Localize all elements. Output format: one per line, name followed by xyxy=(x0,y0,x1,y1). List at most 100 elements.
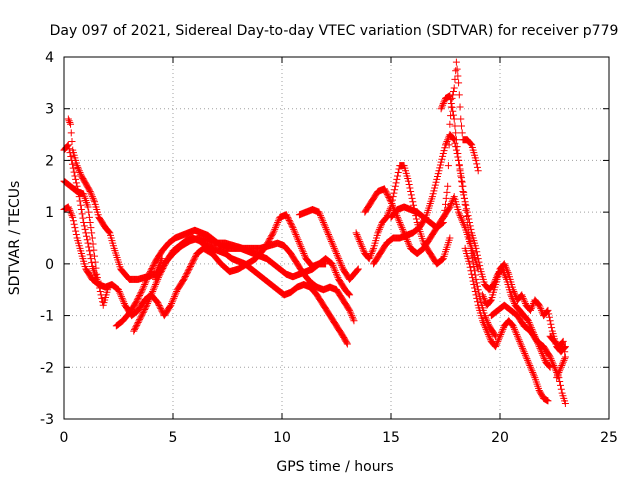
data-point xyxy=(298,246,306,254)
data-point xyxy=(75,167,83,175)
data-point xyxy=(86,251,94,259)
data-point xyxy=(147,291,155,299)
data-point xyxy=(556,381,564,389)
data-point xyxy=(446,120,454,128)
data-point xyxy=(520,296,528,304)
data-point xyxy=(492,343,500,351)
data-point xyxy=(287,221,295,229)
data-point xyxy=(144,300,152,308)
data-point xyxy=(461,198,469,206)
data-point xyxy=(455,162,463,170)
series-track-12 xyxy=(387,58,482,232)
data-point xyxy=(553,372,561,380)
data-point xyxy=(183,270,191,278)
data-point xyxy=(65,117,73,125)
series-track-13 xyxy=(437,92,554,371)
data-point xyxy=(467,140,475,148)
data-point xyxy=(85,213,93,221)
series-track-15 xyxy=(479,260,569,356)
data-point xyxy=(365,255,373,263)
data-point xyxy=(394,172,402,180)
data-point xyxy=(553,374,561,382)
data-point xyxy=(439,101,447,109)
data-point xyxy=(486,298,494,306)
data-point xyxy=(537,305,545,313)
data-point xyxy=(146,294,154,302)
data-point xyxy=(464,212,472,220)
data-point xyxy=(369,246,377,254)
data-point xyxy=(551,363,558,371)
data-point xyxy=(354,232,362,240)
data-point xyxy=(454,72,462,80)
data-point xyxy=(319,217,327,225)
data-point xyxy=(557,385,565,393)
data-point xyxy=(83,236,91,244)
data-point xyxy=(374,229,382,237)
data-point xyxy=(274,217,282,225)
data-point xyxy=(168,300,176,308)
data-point xyxy=(77,206,85,214)
data-point xyxy=(473,248,481,256)
data-point xyxy=(545,313,553,321)
data-point xyxy=(386,196,394,204)
data-point xyxy=(466,263,474,271)
data-point xyxy=(441,144,449,152)
data-point xyxy=(118,294,126,302)
data-point xyxy=(356,237,364,245)
data-point xyxy=(188,260,196,268)
data-point xyxy=(407,187,415,195)
data-point xyxy=(147,266,155,274)
data-point xyxy=(184,268,192,276)
data-point xyxy=(520,348,528,356)
data-point xyxy=(470,262,478,270)
y-axis-label: SDTVAR / TECUs xyxy=(7,181,23,296)
data-point xyxy=(522,353,530,361)
data-point xyxy=(396,218,404,226)
data-point xyxy=(77,201,85,209)
data-point xyxy=(473,298,481,306)
data-point xyxy=(452,58,460,66)
data-point xyxy=(455,210,463,218)
data-point xyxy=(143,301,151,309)
data-point xyxy=(457,177,465,185)
data-point xyxy=(170,294,178,302)
data-point xyxy=(329,241,337,249)
data-point xyxy=(169,296,177,304)
data-point xyxy=(76,197,84,205)
y-tick-label: 1 xyxy=(45,205,54,221)
data-point xyxy=(71,172,79,180)
data-point xyxy=(376,224,384,232)
data-point xyxy=(558,338,566,346)
data-point xyxy=(84,203,92,211)
data-point xyxy=(171,291,179,299)
data-point xyxy=(115,287,123,295)
data-point xyxy=(547,320,555,328)
data-point xyxy=(527,305,535,313)
data-point xyxy=(348,313,356,321)
data-point xyxy=(145,296,153,304)
data-point xyxy=(166,302,174,310)
data-point xyxy=(155,302,163,310)
data-point xyxy=(391,186,399,194)
data-point xyxy=(458,217,466,225)
data-point xyxy=(74,186,82,194)
data-point xyxy=(78,210,86,218)
data-point xyxy=(474,167,482,175)
data-point xyxy=(74,163,82,171)
data-point xyxy=(294,236,302,244)
data-point xyxy=(88,193,96,201)
data-point xyxy=(316,210,324,218)
data-point xyxy=(483,327,491,335)
data-point xyxy=(447,200,455,208)
data-point xyxy=(382,188,390,196)
data-point xyxy=(357,241,365,249)
data-point xyxy=(510,287,518,295)
data-point xyxy=(115,286,122,294)
data-point xyxy=(330,263,338,271)
data-point xyxy=(526,320,534,328)
data-point xyxy=(317,212,325,220)
data-point xyxy=(88,191,96,199)
data-point xyxy=(510,324,518,332)
data-point xyxy=(70,220,78,228)
